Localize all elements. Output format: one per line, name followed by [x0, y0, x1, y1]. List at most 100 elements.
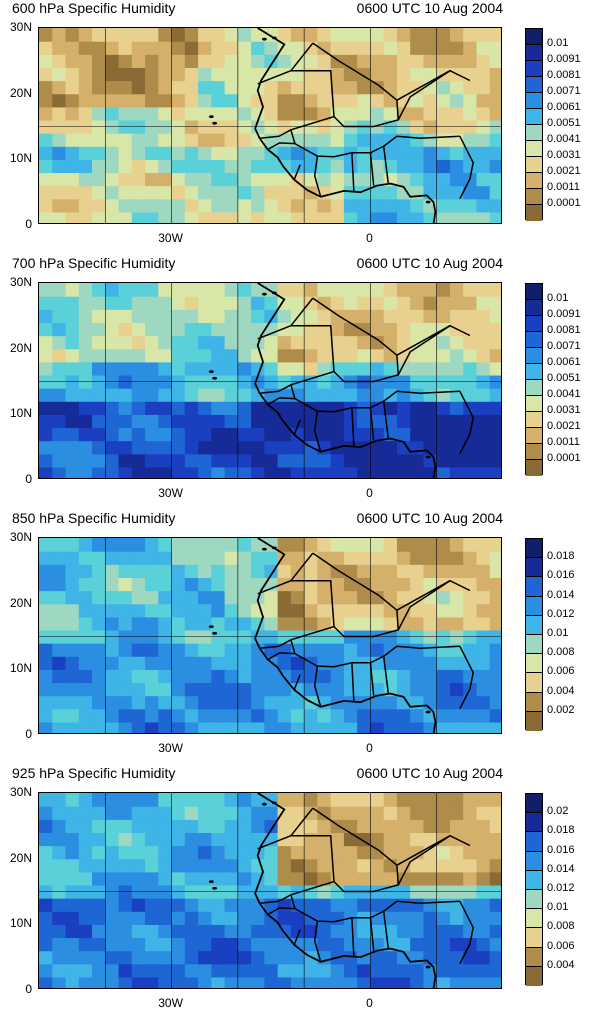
colorbar-label: 0.0011 — [547, 436, 580, 448]
country-border — [382, 911, 390, 949]
colorbar-swatch — [526, 412, 542, 428]
coastline — [254, 538, 437, 733]
country-border — [289, 42, 335, 131]
country-border — [267, 142, 295, 151]
country-border — [382, 401, 390, 439]
y-tick-label: 20N — [9, 850, 32, 865]
coastline — [254, 283, 437, 478]
colorbar-swatch — [526, 673, 542, 693]
country-border — [257, 580, 292, 595]
colorbar-swatch — [526, 29, 542, 45]
colorbar-swatch — [526, 460, 542, 476]
colorbar-label: 0.0031 — [547, 404, 581, 416]
country-border — [293, 419, 301, 435]
colorbar-swatch — [526, 889, 542, 910]
panel-date: 0600 UTC 10 Aug 2004 — [356, 510, 503, 526]
colorbar-label: 0.004 — [547, 958, 575, 971]
panel-title: 850 hPa Specific Humidity — [12, 510, 176, 526]
colorbar-label: 0.006 — [547, 665, 575, 678]
country-border — [369, 662, 375, 696]
colorbar-label: 0.0021 — [547, 420, 581, 432]
colorbar-label: 0.0001 — [547, 452, 581, 464]
colorbar-label: 0.02 — [547, 805, 569, 818]
country-border — [459, 135, 474, 200]
colorbar-label: 0.01 — [547, 292, 569, 304]
country-border — [290, 384, 460, 413]
x-tick-label: 0 — [366, 741, 373, 755]
colorbar-label: 0.016 — [547, 569, 575, 582]
country-border — [259, 639, 292, 650]
humidity-map — [38, 282, 502, 479]
colorbar-label: 0.018 — [547, 550, 575, 563]
colorbar-swatch — [526, 711, 542, 731]
country-border — [267, 397, 295, 406]
colorbar-label: 0.014 — [547, 862, 575, 875]
colorbar — [525, 283, 543, 476]
x-tick-label: 30W — [158, 741, 183, 755]
country-border — [459, 390, 474, 455]
country-border — [313, 665, 322, 708]
y-tick-label: 20N — [9, 340, 32, 355]
y-tick-label: 20N — [9, 85, 32, 100]
colorbar-swatch — [526, 832, 542, 852]
y-tick-label: 10N — [9, 151, 32, 166]
colorbar-label: 0.014 — [547, 588, 575, 601]
colorbar-swatch — [526, 428, 542, 444]
country-border — [267, 907, 295, 916]
country-border — [313, 920, 322, 963]
colorbar-label: 0.0051 — [547, 372, 581, 384]
x-tick-label: 30W — [158, 996, 183, 1010]
panel-date: 0600 UTC 10 Aug 2004 — [356, 255, 503, 271]
x-tick-label: 0 — [366, 486, 373, 500]
colorbar-swatch — [526, 61, 542, 77]
colorbar-swatch — [526, 300, 542, 316]
country-border — [459, 645, 474, 710]
colorbar-label: 0.0091 — [547, 308, 581, 320]
colorbar-swatch — [526, 577, 542, 597]
colorbar-swatch — [526, 173, 542, 189]
x-tick-label: 0 — [366, 996, 373, 1010]
colorbar-label: 0.008 — [547, 646, 575, 659]
colorbar-label: 0.0091 — [547, 53, 581, 65]
map-panel: 850 hPa Specific Humidity 0600 UTC 10 Aug… — [0, 510, 600, 765]
country-border — [259, 384, 292, 395]
y-tick-label: 10N — [9, 406, 32, 421]
colorbar-swatch — [526, 205, 542, 221]
colorbar-swatch — [526, 77, 542, 93]
colorbar-label: 0.0041 — [547, 133, 581, 145]
colorbar-swatch — [526, 125, 542, 141]
colorbar-label: 0.0071 — [547, 340, 581, 352]
colorbar-label: 0.0081 — [547, 324, 581, 336]
colorbar-swatch — [526, 45, 542, 61]
country-border — [289, 807, 335, 896]
panel-title: 925 hPa Specific Humidity — [12, 765, 176, 781]
colorbar-swatch — [526, 692, 542, 712]
colorbar-swatch — [526, 364, 542, 380]
country-border — [312, 552, 400, 630]
country-border — [293, 674, 301, 690]
country-border — [293, 929, 301, 945]
y-tick-label: 0 — [25, 982, 32, 996]
colorbar-swatch — [526, 348, 542, 364]
coastline — [254, 793, 437, 988]
colorbar-swatch — [526, 928, 542, 948]
country-border — [289, 552, 335, 641]
colorbar-swatch — [526, 332, 542, 348]
colorbar-swatch — [526, 654, 542, 674]
x-tick-label: 30W — [158, 486, 183, 500]
country-border — [290, 129, 460, 158]
colorbar-label: 0.0051 — [547, 117, 581, 129]
country-border — [293, 164, 301, 180]
humidity-map — [38, 537, 502, 734]
colorbar-swatch — [526, 634, 542, 655]
country-border — [351, 407, 355, 448]
y-tick-label: 0 — [25, 472, 32, 486]
country-border — [351, 152, 355, 193]
y-tick-label: 10N — [9, 916, 32, 931]
map-panel: 925 hPa Specific Humidity 0600 UTC 10 Aug… — [0, 765, 600, 1020]
colorbar-label: 0.0061 — [547, 101, 581, 113]
colorbar-swatch — [526, 596, 542, 616]
colorbar-swatch — [526, 316, 542, 332]
panel-date: 0600 UTC 10 Aug 2004 — [356, 765, 503, 781]
colorbar-swatch — [526, 615, 542, 635]
